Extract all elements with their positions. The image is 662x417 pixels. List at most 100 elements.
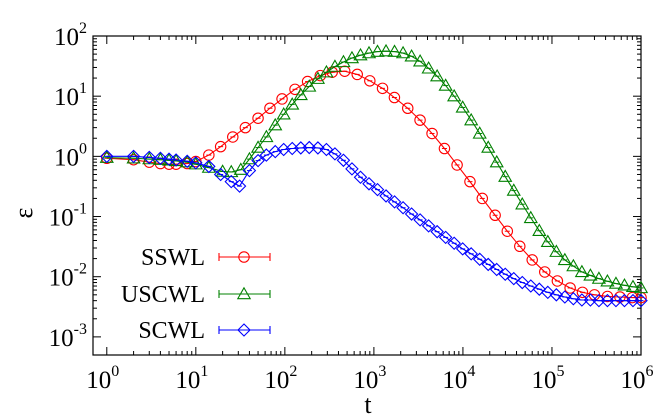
data-point-sswl — [401, 102, 414, 115]
legend-label-sswl: SSWL — [141, 245, 205, 271]
x-tick-label: 103 — [353, 363, 386, 394]
series-layer — [99, 43, 649, 308]
data-point-uscwl — [608, 276, 624, 289]
data-point-uscwl — [574, 264, 590, 278]
y-tick-label: 101 — [54, 80, 87, 111]
data-point-scwl — [251, 153, 265, 168]
legend-label-uscwl: USCWL — [121, 282, 205, 308]
data-point-uscwl — [302, 79, 317, 92]
data-point-scwl — [438, 230, 453, 245]
y-tick-label: 10-3 — [49, 321, 87, 352]
x-tick-label: 100 — [86, 363, 119, 394]
data-point-scwl — [404, 207, 419, 221]
data-point-uscwl — [259, 129, 274, 143]
data-point-scwl — [583, 293, 598, 307]
data-point-sswl — [264, 102, 276, 115]
data-point-scwl — [421, 219, 436, 233]
y-tick-label: 10-2 — [49, 261, 87, 292]
data-point-sswl — [501, 225, 514, 237]
data-point-uscwl — [617, 277, 632, 291]
data-point-sswl — [351, 68, 363, 81]
data-point-scwl — [634, 293, 648, 308]
data-point-uscwl — [336, 54, 351, 68]
data-point-scwl — [153, 151, 168, 166]
plot-frame — [92, 35, 642, 356]
y-axis-ticks: 10-3 10-2 10-1 100 101 102 — [49, 20, 641, 352]
data-point-scwl — [413, 213, 427, 227]
data-point-scwl — [319, 142, 334, 157]
data-point-uscwl — [224, 164, 239, 178]
data-point-scwl — [532, 282, 547, 296]
data-point-sswl — [388, 91, 401, 104]
data-point-uscwl — [557, 252, 572, 266]
data-point-uscwl — [404, 48, 419, 62]
data-point-uscwl — [549, 244, 564, 257]
data-point-uscwl — [421, 61, 436, 74]
data-point-sswl — [426, 127, 438, 140]
data-point-scwl — [336, 153, 351, 168]
data-point-sswl — [539, 266, 551, 278]
data-point-sswl — [576, 286, 589, 299]
data-point-scwl — [189, 156, 203, 170]
data-point-scwl — [180, 154, 194, 169]
data-point-scwl — [464, 247, 478, 261]
data-point-scwl — [524, 279, 538, 293]
data-point-sswl — [438, 142, 451, 155]
data-point-uscwl — [481, 140, 496, 153]
data-point-scwl — [481, 257, 495, 272]
legend-label-scwl: SCWL — [138, 318, 205, 344]
data-point-uscwl — [370, 44, 385, 57]
data-point-scwl — [455, 242, 470, 256]
data-point-sswl — [464, 175, 476, 188]
data-point-scwl — [515, 275, 530, 290]
legend: SSWL USCWL SCWL — [121, 245, 271, 344]
data-point-scwl — [447, 236, 461, 251]
data-point-scwl — [430, 224, 444, 239]
data-point-uscwl — [583, 268, 598, 281]
data-point-uscwl — [429, 68, 445, 82]
x-axis-ticks: 100 101 102 103 104 105 106 — [86, 36, 654, 394]
data-point-uscwl — [472, 126, 487, 139]
x-tick-label: 105 — [531, 363, 564, 394]
x-tick-label: 102 — [264, 363, 297, 394]
data-point-uscwl — [600, 273, 615, 287]
data-point-scwl — [224, 174, 239, 189]
series-uscwl — [99, 43, 649, 294]
data-point-scwl — [100, 149, 114, 164]
data-point-sswl — [127, 153, 140, 166]
legend-marker-sswl — [238, 251, 250, 263]
data-point-scwl — [549, 288, 564, 302]
data-point-uscwl — [515, 196, 530, 210]
data-point-uscwl — [455, 100, 470, 113]
data-point-sswl — [601, 290, 614, 303]
data-point-uscwl — [625, 279, 641, 292]
data-point-uscwl — [387, 44, 402, 57]
data-point-sswl — [214, 140, 227, 153]
data-point-sswl — [476, 192, 489, 205]
data-point-uscwl — [250, 140, 266, 153]
data-point-scwl — [370, 182, 385, 197]
data-point-sswl — [314, 69, 327, 82]
series-scwl — [100, 140, 648, 308]
data-point-uscwl — [633, 280, 649, 294]
data-point-scwl — [506, 271, 521, 286]
data-point-uscwl — [489, 154, 504, 168]
data-point-uscwl — [242, 151, 257, 165]
data-point-scwl — [387, 195, 402, 209]
data-point-scwl — [362, 177, 376, 191]
x-tick-label: 106 — [621, 363, 654, 394]
data-point-scwl — [558, 290, 572, 304]
data-point-scwl — [268, 144, 283, 159]
data-point-uscwl — [293, 87, 308, 101]
data-point-uscwl — [566, 258, 581, 272]
data-point-sswl — [564, 282, 576, 294]
data-point-scwl — [213, 167, 228, 182]
data-point-uscwl — [361, 45, 377, 59]
legend-marker-scwl — [237, 323, 251, 337]
data-point-scwl — [328, 147, 342, 161]
data-point-uscwl — [498, 169, 513, 182]
x-tick-label: 101 — [175, 363, 208, 394]
data-point-uscwl — [276, 106, 291, 120]
x-tick-label: 104 — [442, 363, 475, 394]
